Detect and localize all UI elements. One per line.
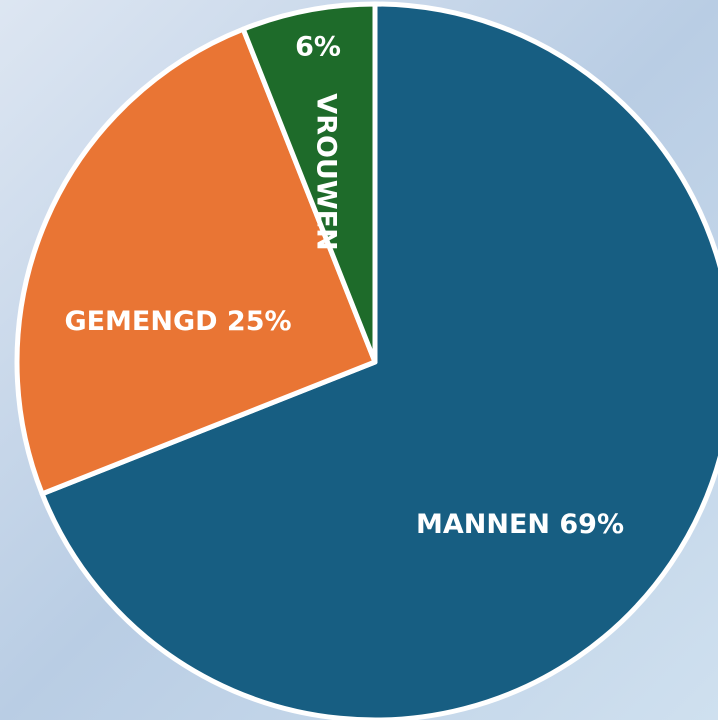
- slice-label: GEMENGD 25%: [64, 306, 291, 337]
- category-label: MANNEN: [416, 509, 550, 540]
- pie-slice: [14, 26, 378, 497]
- slice-label: MANNEN 69%: [416, 509, 624, 540]
- pie-slice: [240, 1, 378, 365]
- value-label: 25%: [218, 306, 292, 337]
- value-label: 69%: [550, 509, 624, 540]
- value-label: 6%: [295, 32, 341, 63]
- pie-slice: [39, 1, 718, 720]
- category-label: GEMENGD: [64, 306, 217, 337]
- slice-label: VROUWEN: [311, 93, 342, 250]
